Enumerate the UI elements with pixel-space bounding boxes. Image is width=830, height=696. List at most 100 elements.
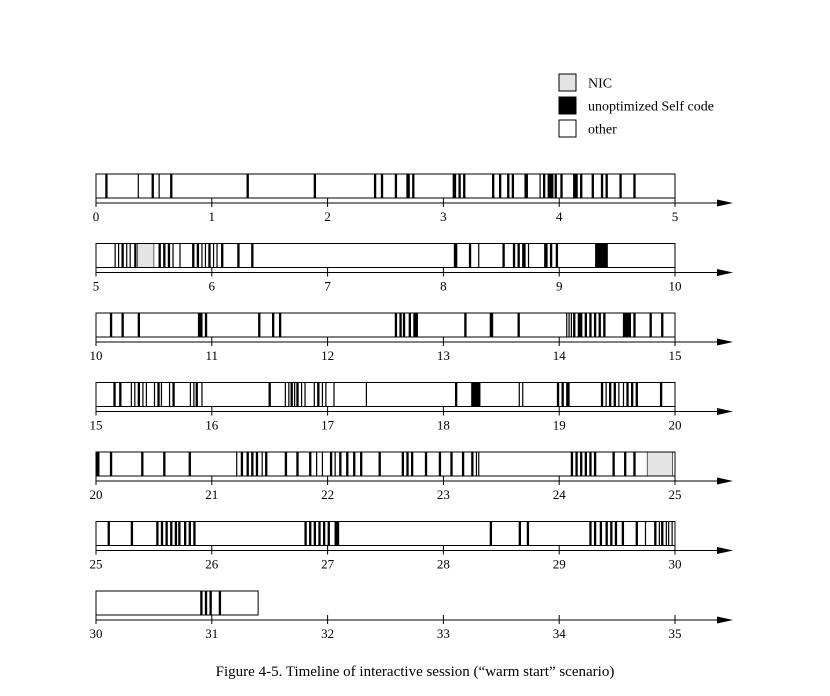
segment-0-3-127 [518,382,520,407]
segment-0-5-216 [658,521,660,546]
segment-0-2-76 [408,313,411,337]
axis-arrow-0 [717,199,733,207]
segment-0-5-207 [593,521,597,546]
segment-0-5-189 [165,521,168,546]
segment-0-2-90 [603,313,606,337]
segment-0-0-0 [105,174,108,198]
segment-0-3-113 [288,382,290,407]
segment-0-5-192 [178,521,181,546]
segment-0-4-177 [575,452,578,476]
row-bar-bg-2 [96,313,675,337]
segment-0-3-141 [659,382,663,407]
row-bar-outline-6 [95,590,259,616]
segment-0-2-94 [661,313,664,337]
segment-0-4-167 [406,452,409,476]
segment-0-4-143 [109,452,113,476]
segment-0-5-196 [304,521,307,546]
row-bar-outline-0 [95,173,676,199]
segment-0-4-149 [246,452,249,476]
tick-label-4-5: 25 [669,487,682,502]
segment-0-4-176 [570,452,574,476]
segment-0-5-203 [489,521,493,546]
tick-label-5-0: 25 [90,557,103,572]
segment-0-0-26 [580,174,583,198]
timeline-row-6: 30 31 32 33 34 35 [90,590,733,641]
segment-0-1-35 [126,243,128,268]
legend: NIC unoptimized Self code other [558,73,714,138]
segment-0-5-211 [614,521,618,546]
segment-0-1-46 [204,243,207,268]
segment-0-5-218 [665,521,667,546]
segment-0-0-17 [507,174,510,198]
segment-0-1-49 [216,243,218,268]
tick-label-0-3: 3 [440,209,447,224]
segment-0-3-140 [635,382,638,407]
segment-0-5-185 [107,521,110,546]
segment-0-3-129 [556,382,560,407]
segment-0-1-36 [129,243,131,268]
tick-label-1-4: 9 [556,279,563,294]
segment-0-4-162 [346,452,349,476]
segment-0-3-104 [160,382,163,407]
segment-0-4-173 [471,452,474,476]
segment-0-4-151 [255,452,259,476]
segment-0-0-3 [158,174,160,198]
tick-label-3-2: 17 [321,418,335,433]
segment-0-2-67 [137,313,141,337]
tick-label-3-0: 15 [90,418,103,433]
segment-0-4-146 [188,452,191,476]
segment-0-4-174 [475,452,478,476]
segment-0-0-12 [452,174,457,198]
tick-label-4-4: 24 [553,487,567,502]
tick-label-6-4: 34 [553,626,567,641]
segment-0-0-27 [591,174,594,198]
segment-0-6-224 [218,591,222,615]
segment-0-3-125 [454,382,458,407]
segment-0-3-109 [195,382,198,407]
segment-0-4-166 [401,452,405,476]
segment-0-2-71 [272,313,275,337]
segment-1-1-0 [137,243,155,268]
segment-0-4-147 [236,452,238,476]
segment-0-1-37 [134,243,137,268]
segment-0-3-131 [566,382,570,407]
tick-label-0-1: 1 [209,209,216,224]
segment-0-4-142 [96,452,100,476]
tick-label-2-5: 15 [669,348,682,363]
segment-0-2-79 [489,313,494,337]
segment-0-4-160 [334,452,336,476]
segment-0-3-111 [268,382,271,407]
tick-label-0-2: 2 [324,209,331,224]
segment-0-2-69 [204,313,208,337]
figure-caption: Figure 4-5. Timeline of interactive sess… [215,664,615,680]
segment-0-4-175 [478,452,480,476]
segment-0-5-214 [644,521,647,546]
timeline-row-1: 5 6 7 8 9 10 [93,243,733,294]
segment-0-2-65 [109,313,113,337]
segment-0-4-144 [141,452,144,476]
segment-0-4-158 [321,452,324,476]
axis-arrow-6 [717,616,733,624]
segment-0-5-197 [309,521,312,546]
segment-0-2-85 [577,313,583,337]
segment-0-0-22 [547,174,554,198]
segment-0-5-188 [160,521,164,546]
segment-0-1-38 [158,243,161,268]
timeline-row-2: 10 11 12 13 14 15 [90,312,733,363]
tick-label-0-5: 5 [672,209,679,224]
segment-0-3-100 [142,382,144,407]
segment-0-3-101 [145,382,147,407]
segment-0-3-139 [630,382,634,407]
tick-label-6-1: 31 [205,626,218,641]
segment-0-1-32 [114,243,116,268]
segment-0-0-9 [394,174,398,198]
segment-0-3-135 [613,382,616,407]
segment-0-3-123 [333,382,335,407]
segment-0-0-20 [539,174,541,198]
segment-0-4-171 [450,452,453,476]
segment-0-5-195 [193,521,196,546]
segment-0-4-169 [424,452,428,476]
segment-0-4-164 [360,452,363,476]
row-bar-bg-3 [96,382,675,407]
tick-label-1-3: 8 [440,279,447,294]
